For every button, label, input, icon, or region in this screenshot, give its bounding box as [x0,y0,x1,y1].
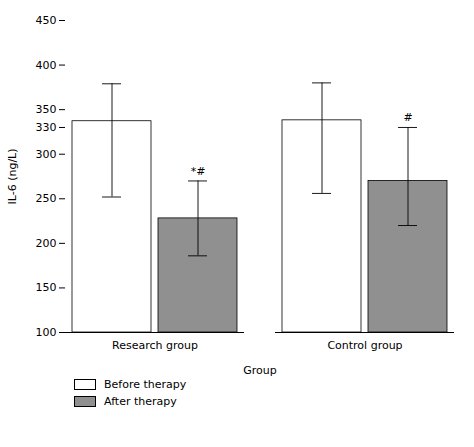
svg-text:400: 400 [36,59,57,72]
html-text:After therapy: After therapy [104,395,177,408]
svg-text:Group: Group [243,364,277,377]
svg-text:350: 350 [36,103,57,116]
svg-text:*#: *# [191,165,206,178]
svg-text:Control group: Control group [327,339,402,352]
svg-text:IL-6 (ng/L): IL-6 (ng/L) [6,148,19,204]
svg-text:330: 330 [36,121,57,134]
svg-text:450: 450 [36,14,57,27]
svg-text:#: # [403,111,412,124]
svg-text:300: 300 [36,148,57,161]
svg-text:200: 200 [36,237,57,250]
svg-text:150: 150 [36,281,57,294]
svg-text:250: 250 [36,192,57,205]
html-text:Before therapy: Before therapy [104,378,187,391]
svg-text:100: 100 [36,326,57,339]
svg-text:Research group: Research group [112,339,198,352]
